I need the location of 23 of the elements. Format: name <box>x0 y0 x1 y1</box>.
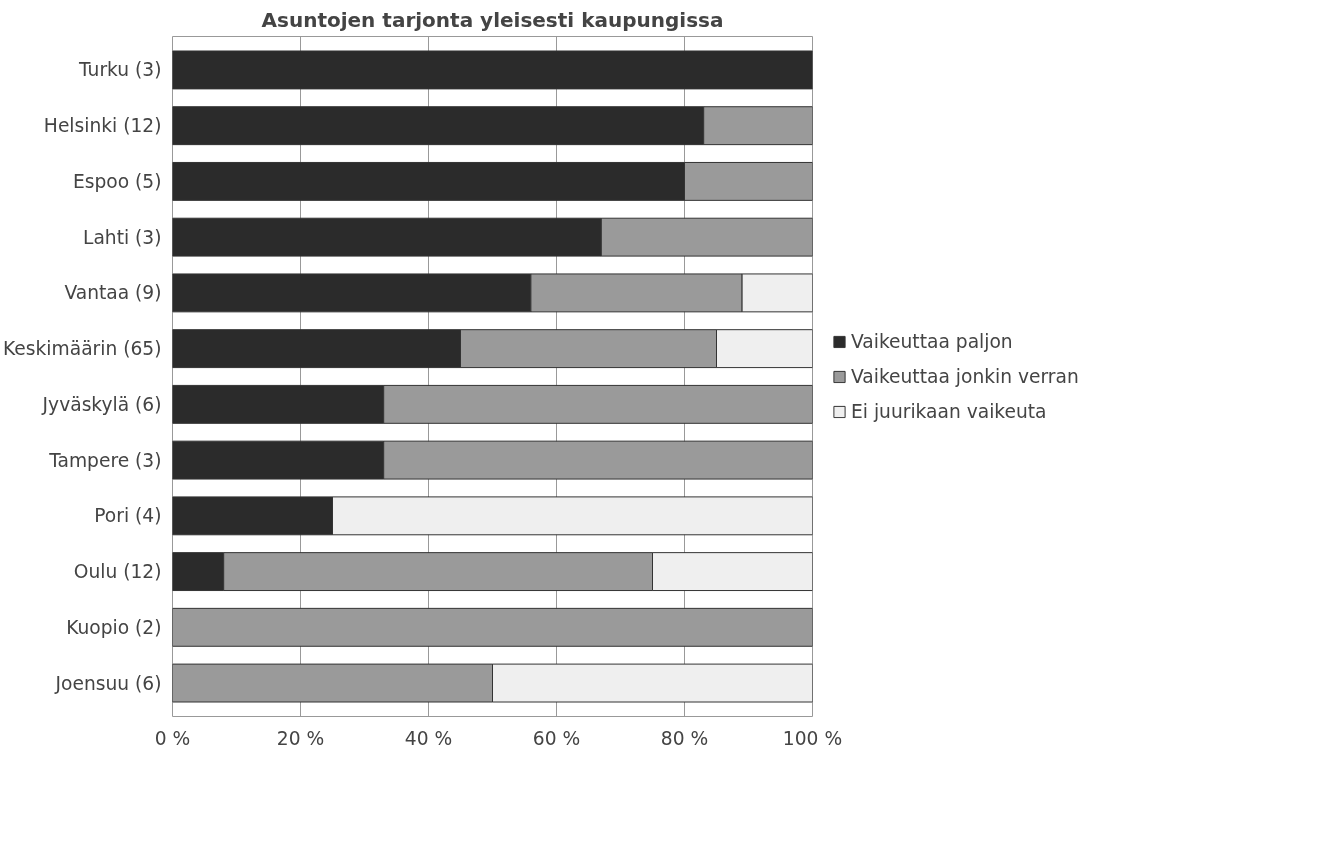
y-tick-label: Joensuu (6) <box>54 672 162 694</box>
y-tick-label: Kuopio (2) <box>66 616 162 638</box>
y-tick-label: Tampere (3) <box>48 449 162 471</box>
x-tick-label: 0 % <box>154 727 191 749</box>
y-tick-label: Pori (4) <box>94 505 162 527</box>
chart-title: Asuntojen tarjonta yleisesti kaupungissa <box>261 7 724 32</box>
bar <box>172 50 813 90</box>
y-tick-label: Turku (3) <box>78 59 162 81</box>
x-tick-label: 60 % <box>532 727 581 749</box>
y-tick-label: Helsinki (12) <box>43 115 162 137</box>
y-tick-label: Oulu (12) <box>73 561 162 583</box>
legend-label: Vaikeuttaa jonkin verran <box>851 365 1079 387</box>
x-tick-label: 20 % <box>276 727 325 749</box>
x-tick-label: 80 % <box>660 727 709 749</box>
legend-label: Vaikeuttaa paljon <box>851 330 1013 352</box>
y-tick-label: Lahti (3) <box>82 226 162 248</box>
y-tick-label: Jyväskylä (6) <box>41 393 162 415</box>
y-tick-label: Espoo (5) <box>72 170 162 192</box>
x-tick-label: 40 % <box>404 727 453 749</box>
y-tick-label: Vantaa (9) <box>64 282 162 304</box>
legend-label: Ei juurikaan vaikeuta <box>851 400 1047 422</box>
x-tick-label: 100 % <box>782 727 843 749</box>
y-tick-label: Keskimäärin (65) <box>3 338 162 360</box>
